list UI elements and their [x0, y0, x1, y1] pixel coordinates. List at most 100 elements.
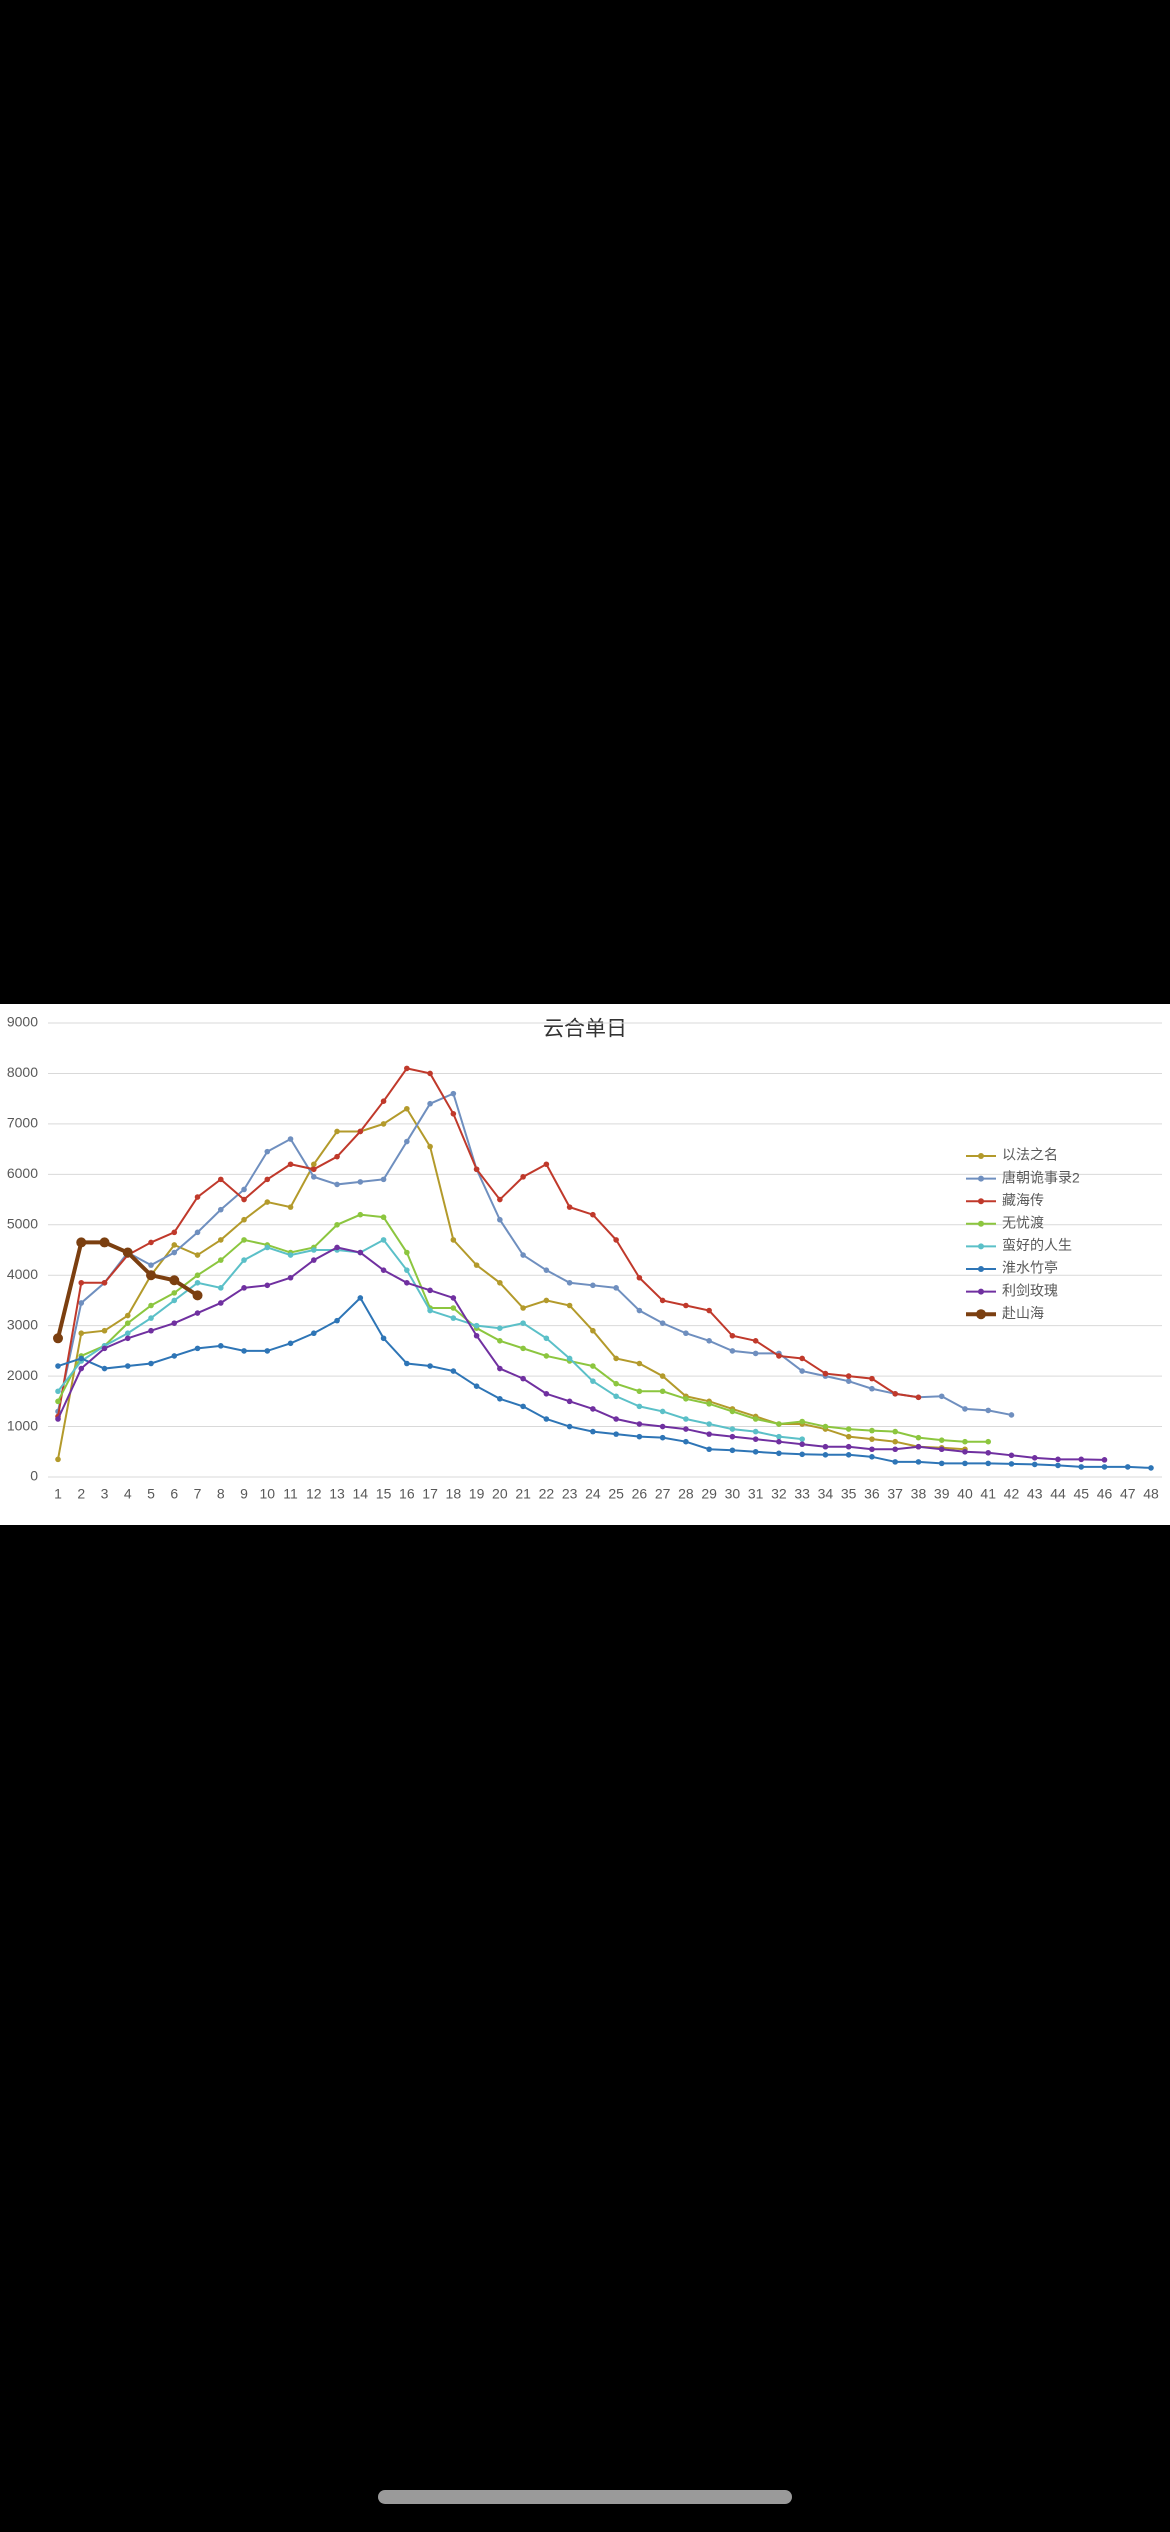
chart-image [0, 1004, 1170, 1525]
x-tick-label: 42 [1004, 1486, 1020, 1502]
x-tick-label: 14 [353, 1486, 369, 1502]
x-tick-label: 45 [1073, 1486, 1089, 1502]
data-point [590, 1428, 596, 1435]
data-point [613, 1416, 619, 1422]
data-point [1031, 1461, 1038, 1468]
y-tick-label: 2000 [7, 1367, 38, 1383]
data-point [171, 1353, 178, 1359]
y-tick-label: 6000 [7, 1165, 38, 1181]
data-point [473, 1262, 480, 1268]
x-tick-label: 11 [283, 1486, 298, 1502]
data-point [334, 1244, 340, 1251]
x-tick-label: 7 [194, 1486, 202, 1502]
data-point [799, 1441, 805, 1448]
data-point [427, 1100, 433, 1107]
y-tick-label: 8000 [7, 1064, 38, 1080]
data-point [892, 1459, 898, 1465]
x-tick-label: 31 [748, 1486, 764, 1502]
data-point [613, 1355, 619, 1362]
x-tick-label: 44 [1050, 1486, 1066, 1502]
data-point [1031, 1455, 1038, 1461]
data-point [636, 1274, 643, 1281]
data-point [590, 1378, 596, 1384]
chart-title: 云合单日 [543, 1018, 627, 1041]
data-point [869, 1427, 875, 1434]
data-point [520, 1345, 526, 1352]
data-point [78, 1279, 85, 1286]
data-point [497, 1216, 503, 1223]
data-point [985, 1449, 992, 1456]
data-point [311, 1166, 317, 1173]
data-point [566, 1398, 573, 1405]
data-point [729, 1348, 736, 1354]
data-point [124, 1335, 131, 1342]
data-point [76, 1237, 87, 1248]
data-point [590, 1211, 596, 1218]
x-tick-label: 2 [77, 1486, 85, 1502]
data-point [357, 1128, 364, 1135]
data-point [287, 1136, 294, 1142]
data-point [171, 1290, 178, 1296]
data-point [55, 1363, 61, 1369]
data-point [217, 1300, 224, 1306]
data-point [450, 1305, 457, 1311]
data-point [636, 1360, 643, 1367]
series-line [57, 1092, 1012, 1416]
home-indicator [378, 2490, 792, 2504]
data-point [287, 1161, 294, 1168]
data-point [659, 1434, 666, 1441]
data-point [380, 1176, 387, 1183]
data-point [566, 1204, 573, 1210]
data-point [311, 1330, 317, 1337]
data-point [404, 1138, 410, 1145]
data-point [404, 1065, 410, 1072]
data-point [217, 1343, 224, 1349]
data-point [55, 1398, 61, 1405]
data-point [124, 1330, 131, 1337]
data-point [659, 1320, 666, 1326]
x-tick-label: 47 [1120, 1486, 1136, 1502]
legend-label: 赴山海 [1002, 1305, 1044, 1321]
data-point [241, 1285, 247, 1291]
x-tick-label: 15 [376, 1486, 392, 1502]
data-point [497, 1196, 503, 1203]
x-tick-label: 27 [655, 1486, 671, 1502]
x-tick-label: 38 [911, 1486, 927, 1502]
data-point [427, 1307, 433, 1314]
data-point [752, 1338, 759, 1344]
data-point [845, 1378, 852, 1384]
data-point [520, 1403, 526, 1410]
legend-label: 利剑玫瑰 [1002, 1282, 1058, 1298]
x-tick-label: 8 [217, 1486, 225, 1502]
data-point [55, 1388, 61, 1395]
data-point [869, 1375, 875, 1382]
legend-marker [978, 1243, 984, 1250]
data-point [194, 1252, 201, 1258]
data-point [822, 1423, 829, 1430]
data-point [590, 1327, 596, 1334]
data-point [613, 1237, 619, 1243]
data-point [706, 1338, 712, 1344]
data-point [264, 1282, 271, 1289]
data-point [892, 1390, 898, 1397]
data-point [241, 1216, 247, 1223]
data-point [869, 1385, 875, 1392]
data-point [357, 1295, 364, 1301]
x-tick-label: 17 [422, 1486, 438, 1502]
x-tick-label: 41 [980, 1486, 996, 1502]
x-tick-label: 16 [399, 1486, 415, 1502]
series-line [57, 1067, 919, 1417]
data-point [799, 1451, 805, 1458]
data-point [915, 1443, 922, 1450]
data-point [241, 1237, 247, 1243]
data-point [613, 1380, 619, 1387]
data-point [78, 1365, 85, 1372]
data-point [380, 1121, 387, 1127]
data-point [566, 1302, 573, 1309]
data-point [636, 1421, 643, 1427]
data-point [1078, 1464, 1085, 1470]
data-point [194, 1345, 201, 1352]
data-point [101, 1279, 108, 1286]
data-point [427, 1070, 433, 1077]
data-point [497, 1396, 503, 1402]
